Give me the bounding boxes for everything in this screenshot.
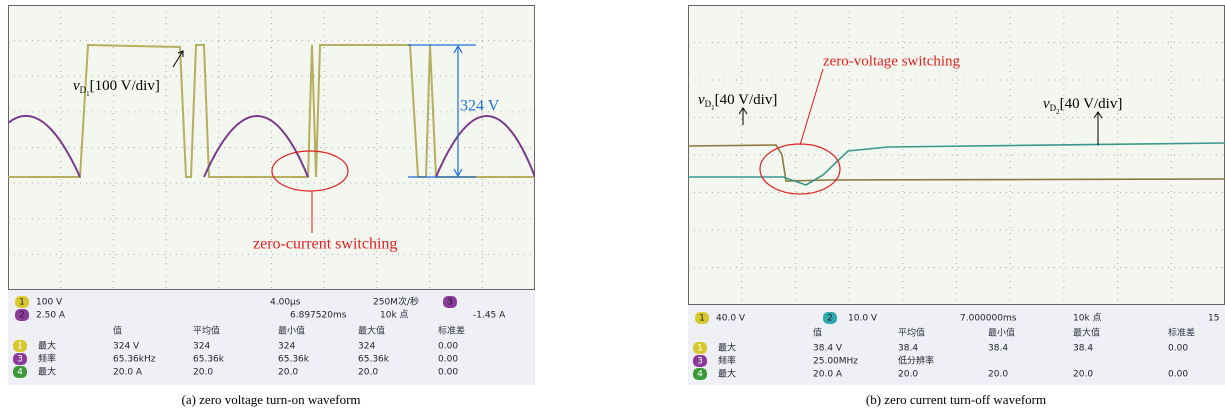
status-text: -1.45 A — [473, 311, 506, 321]
status-text: 7.000000ms — [960, 314, 1017, 324]
channel-number: 3 — [447, 298, 453, 308]
status-text: 10k 点 — [1073, 313, 1102, 324]
table-header: 平均值 — [898, 327, 925, 339]
table-cell: 20.0 — [898, 370, 918, 380]
table-cell: 0.00 — [1168, 344, 1188, 354]
table-header: 最小值 — [988, 327, 1015, 339]
table-header: 平均值 — [193, 325, 220, 337]
annotation: zero-voltage switching — [823, 53, 961, 69]
table-cell: 最大 — [718, 368, 736, 380]
status-text: 250M次/秒 — [373, 296, 419, 308]
table-cell: 20.0 A — [813, 370, 843, 380]
channel-number: 4 — [697, 370, 703, 380]
caption: (b) zero current turn-off waveform — [686, 392, 1225, 408]
table-cell: 0.00 — [438, 355, 458, 365]
table-cell: 65.36k — [358, 355, 390, 365]
table-cell: 38.4 — [898, 344, 918, 354]
caption: (a) zero voltage turn-on waveform — [1, 392, 541, 408]
channel-number: 1 — [19, 298, 25, 308]
status-text: 15 — [1208, 314, 1219, 324]
table-header: 值 — [113, 325, 122, 337]
annotation: 324 V — [460, 98, 500, 115]
figure: vD1[100 V/div]324 Vzero-current switchin… — [0, 0, 1225, 412]
table-cell: 最大 — [38, 340, 56, 352]
table-cell: 20.0 A — [113, 368, 143, 378]
table-header: 标准差 — [1168, 327, 1195, 339]
channel-number: 3 — [17, 355, 23, 365]
table-cell: 低分辨率 — [898, 355, 934, 367]
table-cell: 频率 — [718, 355, 736, 367]
table-cell: 38.4 — [988, 344, 1008, 354]
table-cell: 20.0 — [358, 368, 378, 378]
scale: [40 V/div] — [1060, 96, 1123, 112]
table-cell: 38.4 V — [813, 344, 843, 354]
table-cell: 65.36k — [193, 355, 225, 365]
scale: [100 V/div] — [90, 78, 160, 94]
scope-screen-b: vD1[40 V/div]vD2[40 V/div]zero-voltage s… — [688, 5, 1225, 385]
channel-number: 1 — [697, 344, 703, 354]
status-text: 100 V — [36, 298, 63, 308]
table-cell: 324 — [358, 342, 375, 352]
status-text: 2.50 A — [36, 311, 66, 321]
table-cell: 20.0 — [278, 368, 298, 378]
status-text: 6.897520ms — [290, 311, 347, 321]
table-cell: 最大 — [38, 366, 56, 378]
channel-number: 1 — [17, 342, 23, 352]
channel-number: 2 — [827, 314, 833, 324]
annotation: zero-current switching — [253, 236, 397, 253]
table-cell: 324 — [193, 342, 210, 352]
channel-number: 1 — [699, 314, 705, 324]
status-area — [688, 305, 1225, 385]
table-cell: 20.0 — [1073, 370, 1093, 380]
table-cell: 65.36k — [278, 355, 310, 365]
scale: [40 V/div] — [715, 92, 778, 108]
status-text: 10.0 V — [848, 314, 878, 324]
table-cell: 25.00MHz — [813, 357, 858, 367]
table-cell: 65.36kHz — [113, 355, 156, 365]
table-cell: 20.0 — [988, 370, 1008, 380]
table-cell: 324 — [278, 342, 295, 352]
table-cell: 0.00 — [438, 368, 458, 378]
table-cell: 20.0 — [193, 368, 213, 378]
table-header: 最大值 — [358, 325, 385, 337]
table-cell: 324 V — [113, 342, 140, 352]
table-cell: 频率 — [38, 353, 56, 365]
table-cell: 38.4 — [1073, 344, 1093, 354]
table-cell: 最大 — [718, 342, 736, 354]
table-cell: 0.00 — [438, 342, 458, 352]
table-cell: 0.00 — [1168, 370, 1188, 380]
channel-number: 3 — [697, 357, 703, 367]
table-header: 最小值 — [278, 325, 305, 337]
channel-number: 4 — [17, 368, 23, 378]
status-text: 4.00µs — [270, 298, 301, 308]
status-text: 40.0 V — [716, 314, 746, 324]
table-header: 最大值 — [1073, 327, 1100, 339]
table-header: 值 — [813, 327, 822, 339]
channel-number: 2 — [19, 311, 25, 321]
status-text: 10k 点 — [380, 310, 409, 321]
table-header: 标准差 — [438, 325, 465, 337]
